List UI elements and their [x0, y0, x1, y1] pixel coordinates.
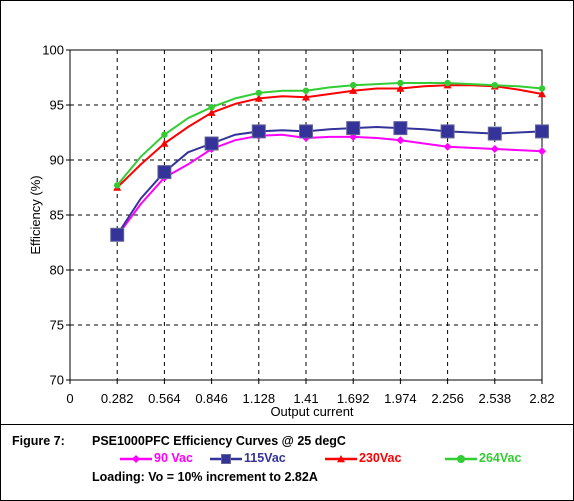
data-point: [538, 90, 546, 98]
data-point: [204, 136, 219, 151]
y-tick-label: 95: [50, 98, 64, 113]
data-point: [538, 147, 546, 156]
data-point: [349, 86, 358, 94]
series-264vac: [114, 79, 546, 189]
data-point: [157, 165, 172, 180]
legend-swatch: [210, 454, 242, 464]
efficiency-chart: 70 75 80 85 90 95 100 0 0.282 0.564 0.846 1.128 1.4…: [28, 43, 555, 420]
legend-marker: [337, 455, 345, 463]
series-230vac: [113, 81, 546, 191]
x-tick-label: 1.974: [384, 391, 417, 406]
x-tick-label: 0.282: [101, 391, 134, 406]
grid-lines: [66, 49, 543, 384]
x-tick-label: 2.538: [479, 391, 512, 406]
plot-area: [69, 49, 543, 381]
legend-marker: [132, 455, 140, 463]
data-point: [302, 93, 310, 101]
x-tick-label: 1.692: [337, 391, 370, 406]
legend-swatch: [325, 455, 357, 463]
data-point: [114, 182, 121, 189]
data-point: [487, 126, 502, 141]
figure-label: Figure 7:: [12, 434, 65, 448]
data-point: [110, 227, 125, 242]
loading-note: Loading: Vo = 10% increment to 2.82A: [92, 470, 318, 484]
y-axis-label: Efficiency (%): [28, 175, 43, 254]
y-tick-label: 70: [50, 373, 64, 388]
x-axis-label: Output current: [270, 404, 353, 419]
y-tick-label: 75: [50, 318, 64, 333]
legend-label: 230Vac: [359, 451, 402, 465]
x-tick-label: 0: [66, 391, 73, 406]
series-115vac: [110, 121, 549, 242]
legend-label: 264Vac: [479, 451, 522, 465]
legend-marker: [221, 454, 231, 464]
y-tick-label: 85: [50, 208, 64, 223]
legend-marker: [457, 455, 465, 463]
data-point: [207, 108, 216, 116]
data-point: [397, 79, 404, 87]
y-tick-labels: 70 75 80 85 90 95 100: [42, 43, 64, 388]
x-tick-labels: 0 0.282 0.564 0.846 1.128 1.41 1.692 1.974 2.256…: [66, 391, 554, 406]
data-point: [538, 85, 546, 92]
data-point: [299, 124, 313, 139]
x-tick-label: 0.846: [195, 391, 228, 406]
data-point: [396, 84, 405, 92]
data-point: [444, 79, 451, 87]
data-point: [251, 124, 266, 139]
series-90vac: [113, 131, 546, 240]
data-point: [490, 145, 499, 153]
figure-title: PSE1000PFC Efficiency Curves @ 25 degC: [92, 434, 346, 448]
data-point: [350, 82, 357, 89]
caption-divider: [0, 424, 574, 425]
x-tick-label: 2.256: [431, 391, 464, 406]
legend-swatch: [120, 455, 152, 463]
data-point: [396, 136, 405, 145]
data-point: [302, 87, 310, 94]
x-tick-label: 1.41: [293, 391, 318, 406]
data-point: [254, 94, 263, 102]
series-line: [116, 126, 543, 236]
y-tick-label: 90: [50, 153, 64, 168]
x-tick-label: 2.82: [529, 391, 554, 406]
data-point: [443, 142, 452, 151]
y-tick-label: 80: [50, 263, 64, 278]
series-line: [116, 84, 543, 189]
data-point: [440, 124, 455, 139]
legend-swatch: [445, 455, 477, 463]
data-point: [255, 89, 262, 97]
x-tick-label: 1.128: [243, 391, 276, 406]
series-layer: [110, 79, 549, 242]
legend-label: 115Vac: [244, 451, 286, 465]
x-tick-label: 0.564: [148, 391, 181, 406]
data-point: [393, 121, 408, 136]
data-point: [160, 139, 169, 147]
series-line: [116, 133, 543, 237]
data-point: [161, 131, 168, 138]
data-point: [208, 104, 215, 111]
data-point: [491, 82, 498, 89]
data-point: [535, 124, 549, 139]
data-point: [346, 121, 361, 136]
y-tick-label: 100: [42, 43, 64, 58]
series-line: [116, 82, 543, 186]
legend-label: 90 Vac: [154, 451, 193, 465]
